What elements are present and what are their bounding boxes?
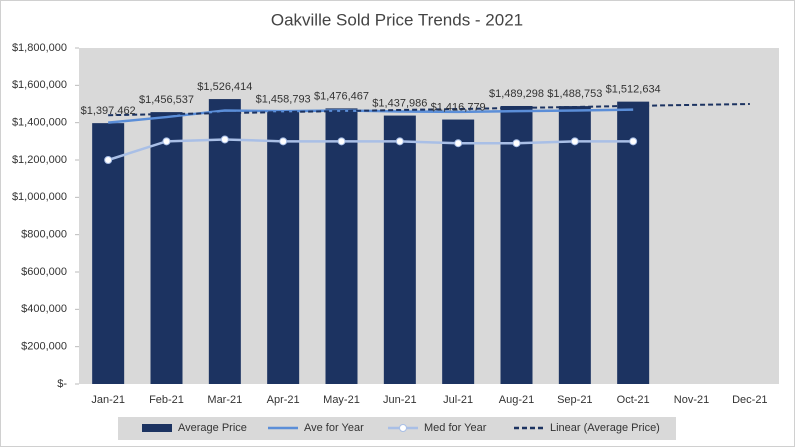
legend-label: Ave for Year bbox=[304, 422, 364, 434]
legend-swatch bbox=[142, 424, 172, 432]
marker bbox=[629, 137, 638, 146]
bar bbox=[150, 112, 183, 384]
data-label: $1,416,779 bbox=[431, 101, 486, 113]
x-tick-label: Jun-21 bbox=[383, 394, 417, 406]
y-tick-label: $1,600,000 bbox=[12, 79, 67, 91]
data-label: $1,488,753 bbox=[547, 88, 602, 100]
x-tick-label: Oct-21 bbox=[617, 394, 650, 406]
bar bbox=[92, 123, 125, 384]
y-tick-label: $1,800,000 bbox=[12, 42, 67, 54]
marker bbox=[279, 137, 288, 146]
legend-label: Average Price bbox=[178, 422, 247, 434]
bar bbox=[267, 111, 300, 385]
data-label: $1,512,634 bbox=[606, 84, 661, 96]
marker bbox=[220, 135, 229, 144]
bar bbox=[558, 106, 591, 385]
data-label: $1,397,462 bbox=[81, 105, 136, 117]
y-tick-label: $800,000 bbox=[21, 229, 67, 241]
chart-title: Oakville Sold Price Trends - 2021 bbox=[271, 10, 523, 29]
line bbox=[107, 138, 634, 162]
marker bbox=[395, 137, 404, 146]
legend-label: Med for Year bbox=[424, 422, 487, 434]
y-tick-label: $1,200,000 bbox=[12, 154, 67, 166]
bar bbox=[500, 105, 533, 384]
marker bbox=[337, 137, 346, 146]
x-tick-label: Apr-21 bbox=[267, 394, 300, 406]
plot-area bbox=[79, 48, 779, 384]
x-tick-label: Mar-21 bbox=[207, 394, 242, 406]
x-tick-label: Aug-21 bbox=[499, 394, 534, 406]
x-tick-label: Sep-21 bbox=[557, 394, 592, 406]
y-tick-label: $200,000 bbox=[21, 341, 67, 353]
marker bbox=[512, 139, 521, 148]
data-label: $1,456,537 bbox=[139, 94, 194, 106]
x-tick-label: Jul-21 bbox=[443, 394, 473, 406]
bar bbox=[325, 108, 358, 385]
data-label: $1,458,793 bbox=[256, 94, 311, 106]
marker bbox=[162, 137, 171, 146]
x-tick-label: Feb-21 bbox=[149, 394, 184, 406]
legend-label: Linear (Average Price) bbox=[550, 422, 660, 434]
legend-marker bbox=[399, 424, 407, 432]
data-label: $1,489,298 bbox=[489, 88, 544, 100]
bar bbox=[442, 119, 475, 385]
y-tick-label: $1,000,000 bbox=[12, 191, 67, 203]
x-tick-label: Nov-21 bbox=[674, 394, 709, 406]
y-tick-label: $1,400,000 bbox=[12, 117, 67, 129]
x-tick-label: May-21 bbox=[323, 394, 360, 406]
bar bbox=[208, 99, 241, 384]
line bbox=[108, 108, 634, 124]
data-label: $1,526,414 bbox=[197, 81, 252, 93]
marker bbox=[570, 137, 579, 146]
marker bbox=[104, 156, 113, 164]
y-tick-label: $- bbox=[57, 378, 67, 390]
y-tick-label: $400,000 bbox=[21, 303, 67, 315]
x-tick-label: Jan-21 bbox=[91, 394, 125, 406]
bar bbox=[383, 115, 416, 385]
x-tick-label: Dec-21 bbox=[732, 394, 767, 406]
bar bbox=[617, 101, 650, 384]
data-label: $1,437,986 bbox=[372, 97, 427, 109]
marker bbox=[454, 139, 463, 148]
y-tick-label: $600,000 bbox=[21, 266, 67, 278]
data-label: $1,476,467 bbox=[314, 90, 369, 102]
trend-line bbox=[108, 103, 750, 117]
